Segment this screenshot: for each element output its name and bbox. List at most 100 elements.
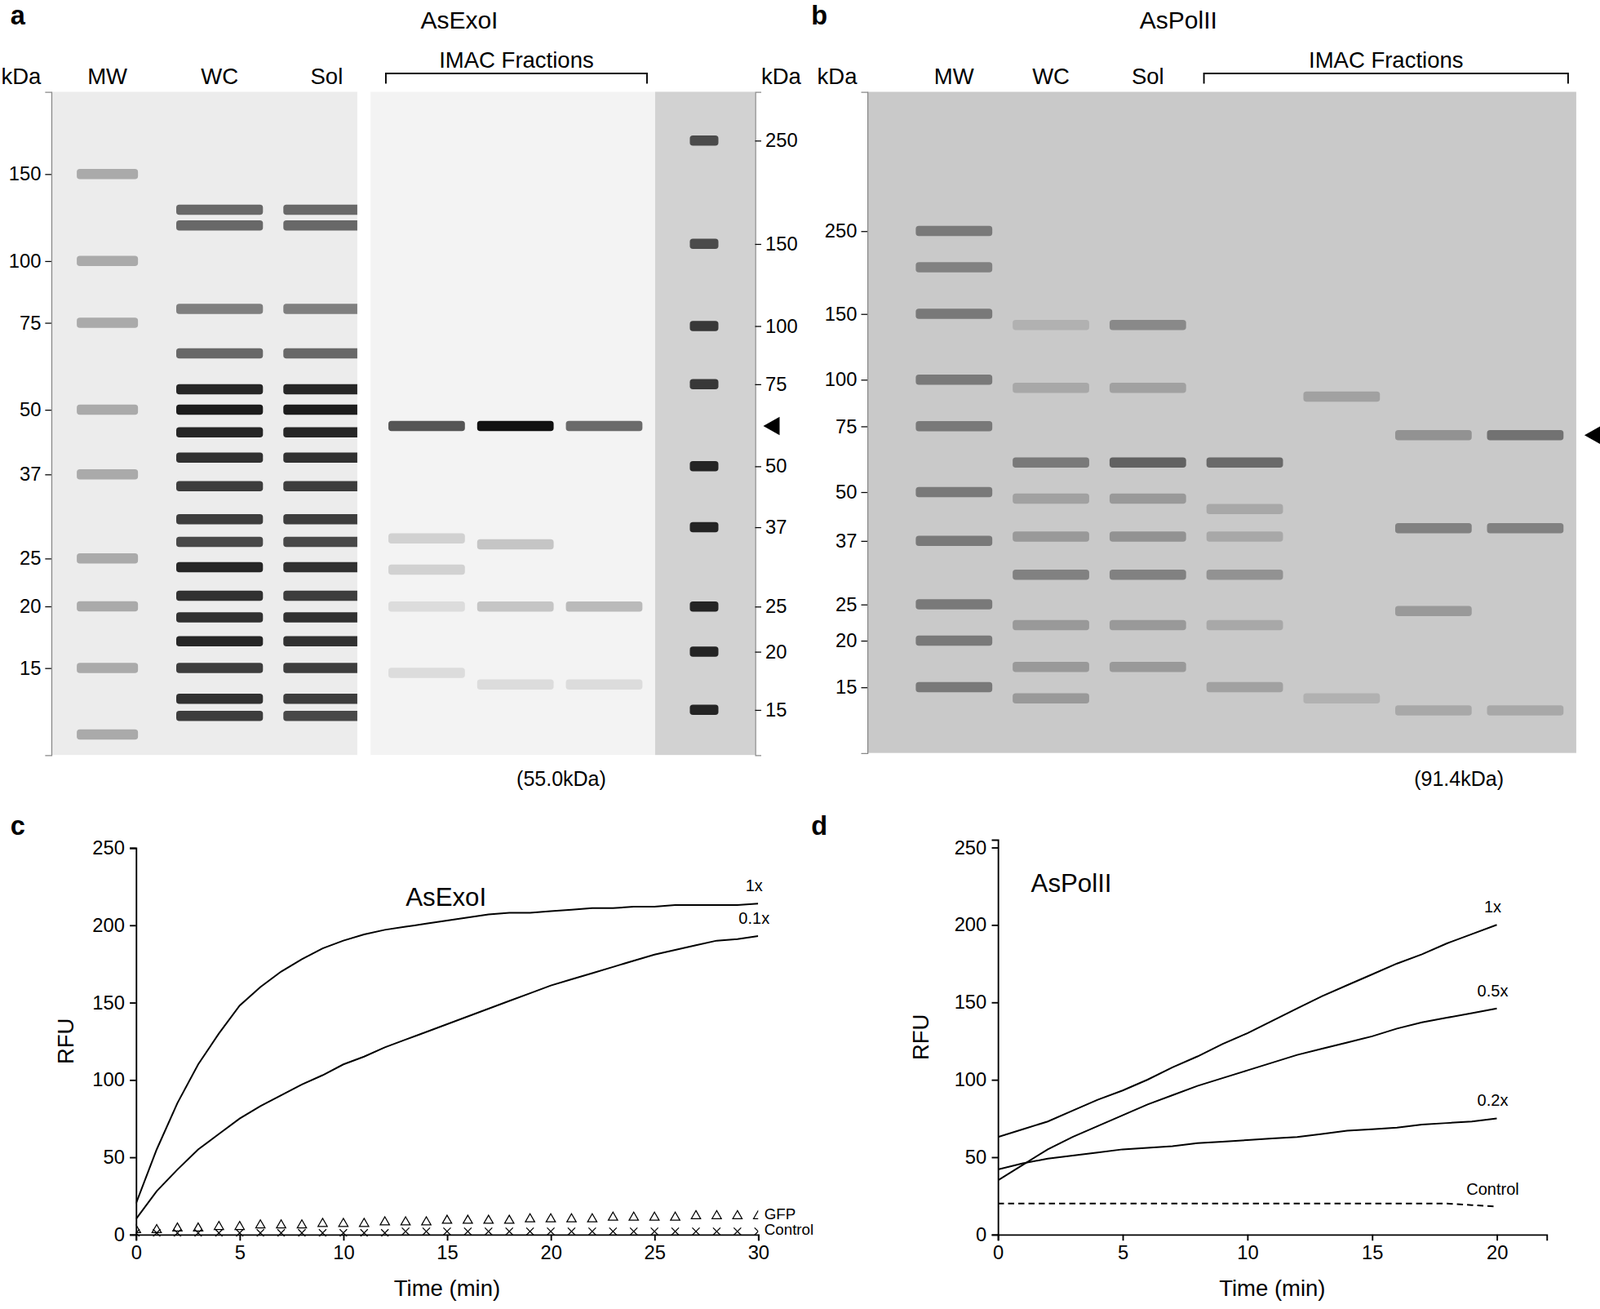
marker: [547, 1227, 555, 1235]
band: [1012, 382, 1090, 394]
tick: 20: [540, 1234, 562, 1264]
tick-mark: [754, 651, 762, 652]
marker: [651, 1227, 659, 1235]
band: [176, 710, 263, 722]
tick: 75: [19, 311, 52, 334]
tick: 0: [975, 1223, 998, 1246]
chart-title: AsExoI: [405, 882, 487, 912]
tick-mark: [44, 668, 52, 670]
band: [176, 562, 263, 573]
series-line: [997, 1117, 1497, 1170]
tick-label: 37: [765, 515, 787, 538]
marker: [257, 1228, 265, 1237]
tick-label: 50: [102, 1145, 125, 1168]
marker: [588, 1227, 596, 1235]
tick-mark: [44, 474, 52, 475]
marker: [235, 1228, 244, 1237]
axis-line: [755, 92, 762, 756]
tick: 5: [234, 1234, 246, 1264]
tick-label: 50: [835, 480, 857, 503]
marker: [151, 1223, 161, 1233]
marker: [400, 1216, 410, 1225]
tick-label: 100: [765, 314, 798, 337]
tick-label: 100: [92, 1068, 125, 1091]
tick-label: 30: [748, 1240, 770, 1264]
tick-mark: [861, 604, 869, 606]
tick-mark: [861, 540, 869, 542]
marker: [754, 1227, 759, 1235]
panel-letter: a: [10, 0, 27, 31]
band: [1012, 531, 1090, 542]
plot-area: [136, 903, 759, 1237]
tick: 15: [754, 698, 787, 721]
marker: [504, 1214, 514, 1224]
series-line: [997, 1008, 1497, 1181]
band: [388, 667, 466, 679]
band: [1109, 319, 1187, 331]
band: [283, 562, 358, 573]
marker: [671, 1227, 679, 1235]
tick: 0: [114, 1223, 137, 1246]
band: [76, 729, 138, 741]
tick: 100: [92, 1068, 136, 1091]
tick-label: 150: [954, 990, 988, 1013]
marker: [691, 1209, 701, 1219]
tick-label: 200: [954, 913, 988, 936]
band: [1109, 493, 1187, 505]
tick-label: 15: [835, 675, 857, 698]
marker: [567, 1213, 577, 1222]
tick: 50: [19, 398, 52, 421]
tick-mark: [1496, 1234, 1499, 1241]
tick-mark: [447, 1234, 449, 1241]
band: [689, 320, 719, 332]
tick-mark: [861, 230, 869, 232]
tick-mark: [1371, 1234, 1374, 1241]
tick: 100: [754, 314, 798, 337]
band: [283, 662, 358, 674]
band: [283, 611, 358, 623]
lane-label: Sol: [1131, 63, 1165, 89]
tick-label: 20: [765, 640, 787, 663]
axis-line: [998, 1234, 1548, 1241]
tick: 250: [954, 836, 998, 859]
band: [283, 514, 358, 525]
chart: dAsPolII05101520050100150200250Time (min…: [811, 811, 1547, 1301]
tick-label: 15: [765, 698, 787, 721]
band: [76, 469, 138, 480]
band: [1012, 493, 1090, 505]
gel-background: [51, 92, 358, 756]
tick-mark: [44, 173, 52, 175]
tick: 20: [835, 629, 868, 652]
marker: [359, 1218, 369, 1227]
tick-mark: [129, 847, 137, 850]
tick-label: 50: [765, 454, 787, 477]
tick-label: 25: [644, 1240, 666, 1264]
chart-title: AsPolII: [1031, 868, 1113, 898]
band: [1012, 569, 1090, 581]
tick: 250: [92, 836, 136, 859]
tick-mark: [754, 384, 762, 386]
marker: [649, 1211, 659, 1220]
tick: 100: [8, 249, 52, 272]
tick-label: 25: [835, 593, 857, 616]
band: [915, 487, 993, 498]
marker: [713, 1227, 721, 1235]
marker: [484, 1227, 492, 1235]
band: [176, 452, 263, 463]
tick-label: 250: [765, 128, 798, 151]
band: [1206, 569, 1284, 581]
tick-label: 20: [835, 629, 857, 652]
tick-label: 250: [92, 836, 125, 859]
tick-label: 50: [965, 1145, 987, 1168]
gel-background: [867, 92, 1577, 754]
tick-label: 15: [19, 656, 41, 679]
band: [689, 601, 719, 612]
band: [477, 539, 555, 550]
marker: [567, 1227, 576, 1235]
tick: 15: [19, 656, 52, 679]
marker: [319, 1228, 327, 1237]
band: [1487, 429, 1565, 441]
arrowhead: [762, 416, 780, 436]
band: [1395, 704, 1472, 716]
tick-label: 0: [131, 1240, 142, 1264]
